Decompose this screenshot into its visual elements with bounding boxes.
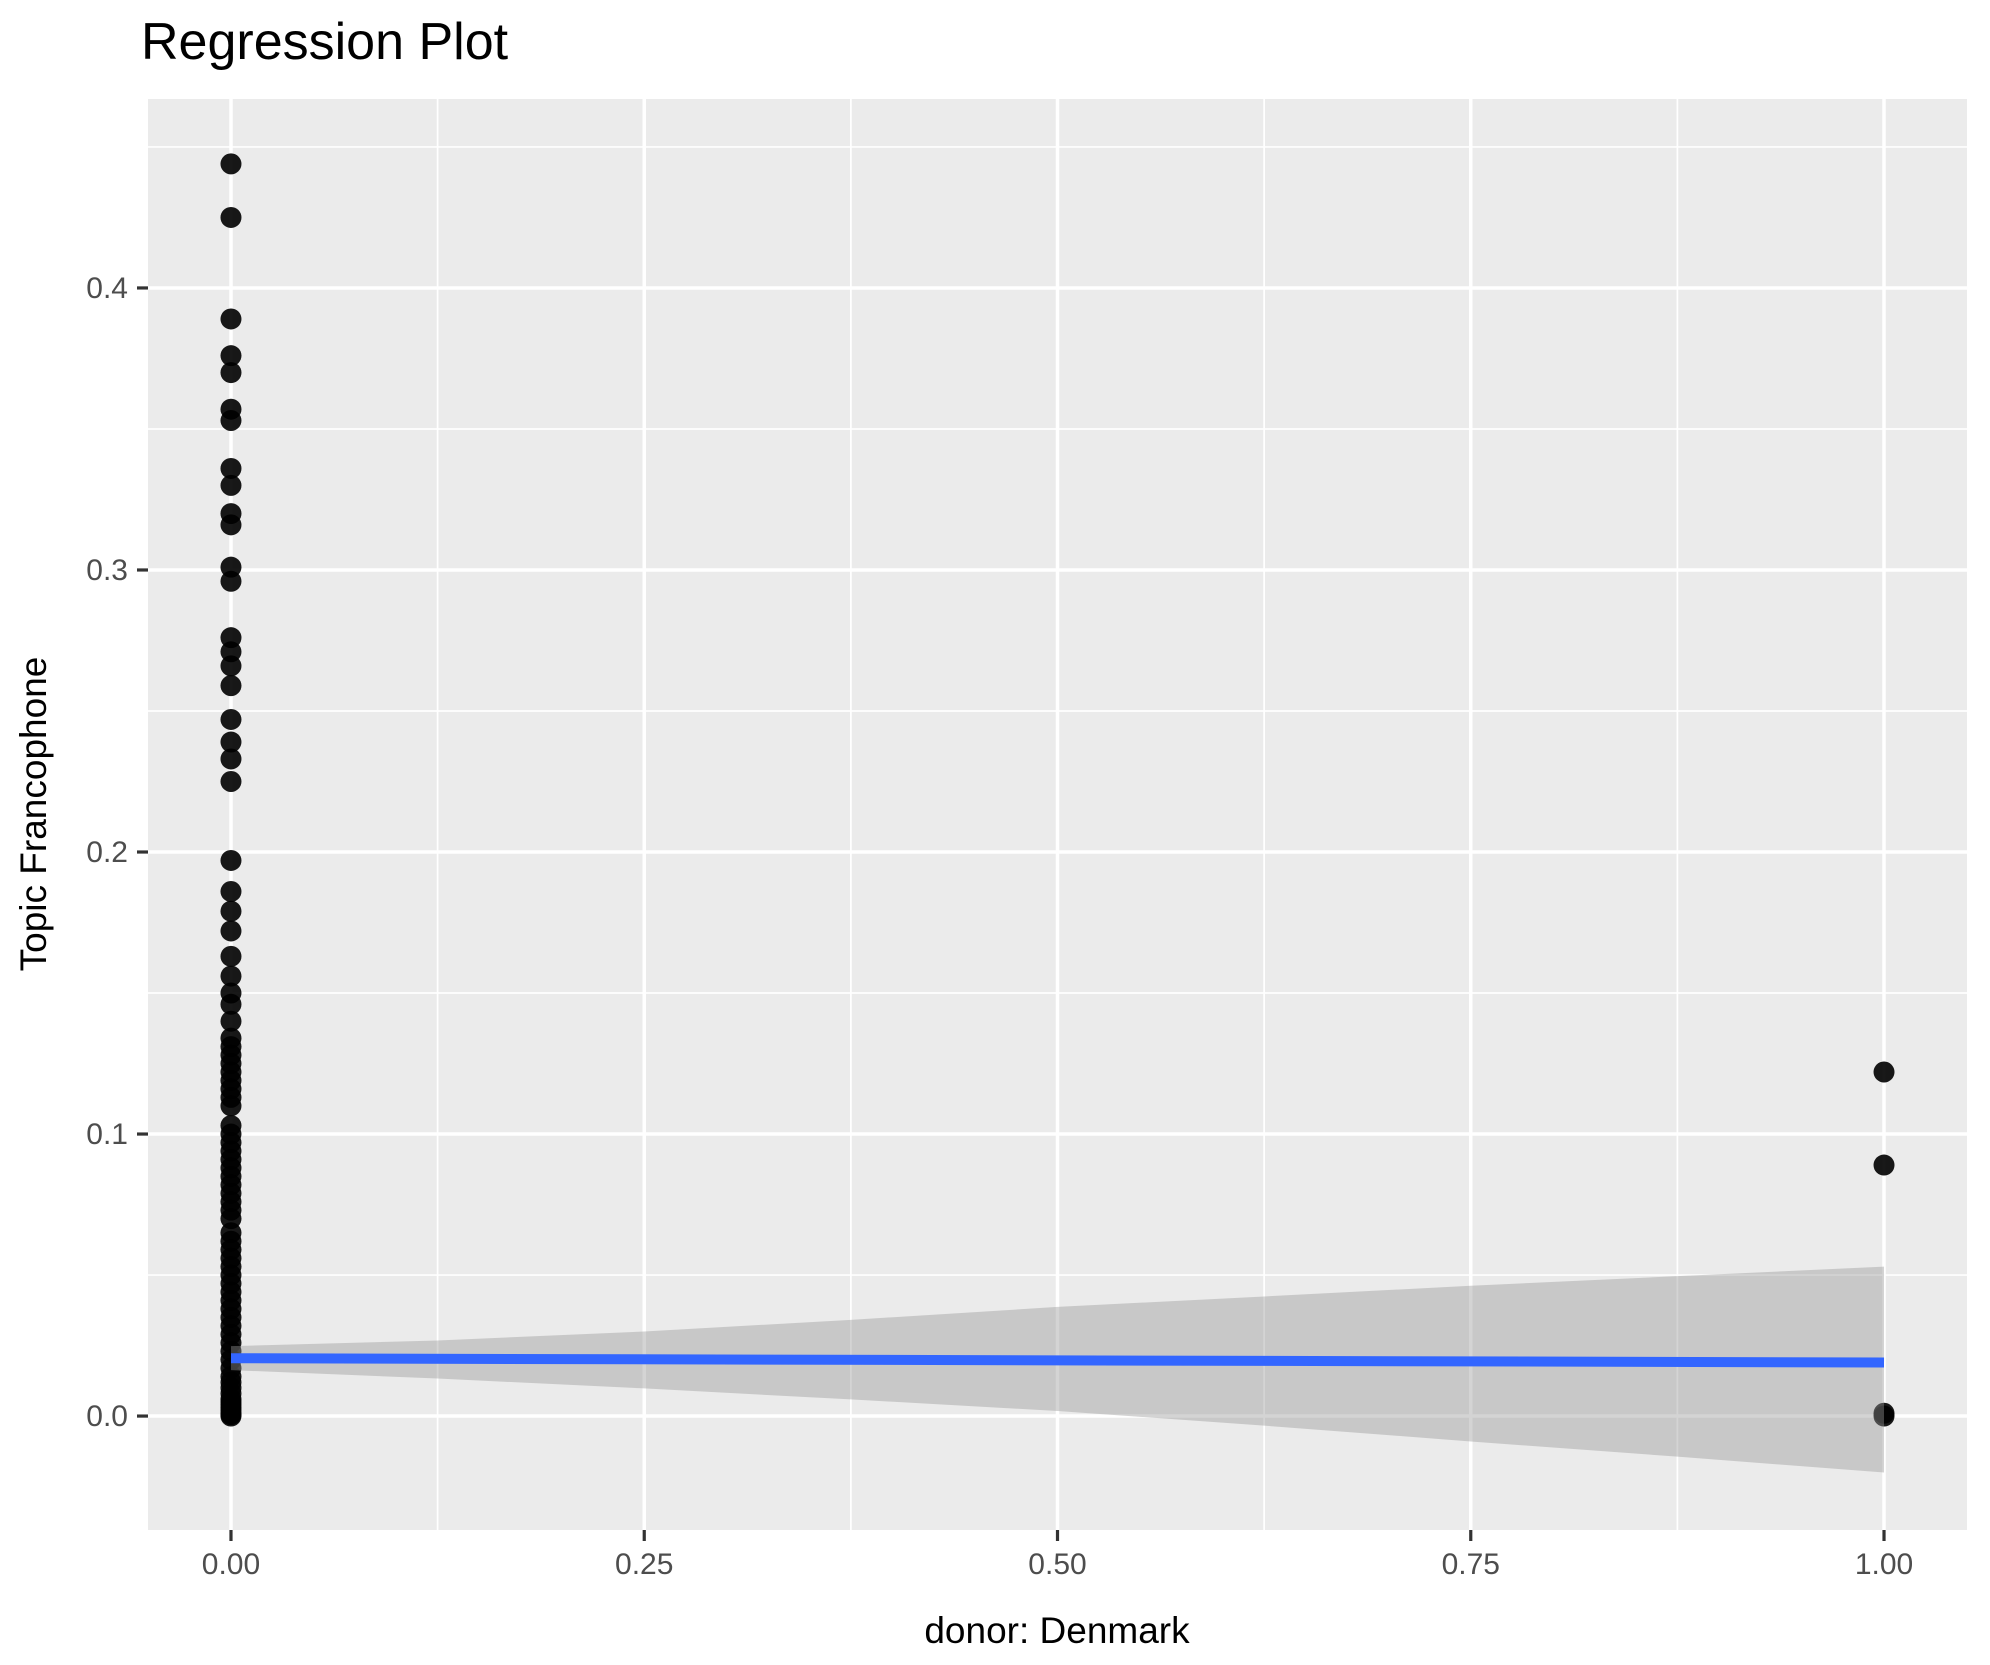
data-point xyxy=(220,1010,242,1032)
x-tick-label: 0.00 xyxy=(202,1548,260,1581)
data-point xyxy=(1873,1061,1895,1083)
data-point xyxy=(220,849,242,871)
chart-title: Regression Plot xyxy=(141,13,509,71)
data-point xyxy=(1873,1154,1895,1176)
data-point xyxy=(220,655,242,677)
data-point xyxy=(220,410,242,432)
confidence-band xyxy=(230,1266,1885,1473)
data-point xyxy=(220,675,242,697)
data-point xyxy=(220,965,242,987)
data-point xyxy=(220,345,242,367)
data-point xyxy=(220,362,242,384)
x-tick-label: 1.00 xyxy=(1855,1548,1913,1581)
data-point xyxy=(220,514,242,536)
panel-layer: 0.00 0.25 0.50 0.75 1.00 0.0 0.1 0.2 0.3 0.4 xyxy=(86,99,1967,1581)
data-point xyxy=(220,474,242,496)
y-tick-label: 0.0 xyxy=(86,1400,128,1433)
y-tick-label: 0.2 xyxy=(86,836,128,869)
x-axis-title: donor: Denmark xyxy=(924,1610,1190,1651)
data-point xyxy=(220,708,242,730)
y-tick-label: 0.1 xyxy=(86,1118,128,1151)
data-point xyxy=(220,920,242,942)
data-point xyxy=(220,457,242,479)
data-point xyxy=(220,206,242,228)
data-point xyxy=(220,153,242,175)
data-point xyxy=(220,308,242,330)
data-point xyxy=(220,945,242,967)
x-tick-label: 0.50 xyxy=(1028,1548,1086,1581)
data-point xyxy=(220,1095,242,1117)
data-point xyxy=(220,570,242,592)
regression-line xyxy=(230,1353,1885,1368)
data-point xyxy=(220,993,242,1015)
data-point xyxy=(220,748,242,770)
data-point xyxy=(220,771,242,793)
data-point xyxy=(220,900,242,922)
data-point xyxy=(220,731,242,753)
y-tick-label: 0.4 xyxy=(86,272,128,305)
x-tick-label: 0.25 xyxy=(615,1548,673,1581)
y-tick-label: 0.3 xyxy=(86,554,128,587)
y-axis-title: Topic Francophone xyxy=(13,657,54,972)
data-point xyxy=(220,880,242,902)
data-point xyxy=(220,1405,242,1427)
x-tick-label: 0.75 xyxy=(1442,1548,1500,1581)
data-point xyxy=(1873,1405,1895,1427)
